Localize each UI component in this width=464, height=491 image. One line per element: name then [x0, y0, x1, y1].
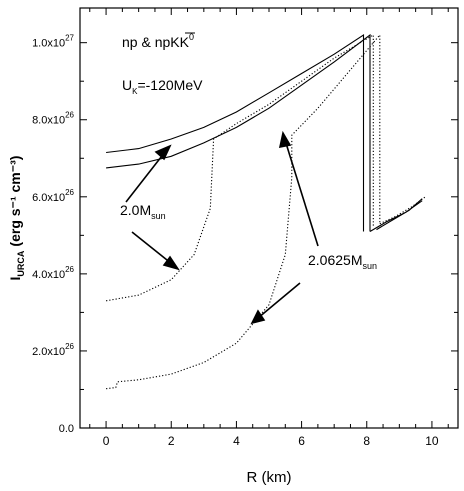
x-tick-label: 8	[363, 434, 370, 448]
y-tick-label: 6.0x1026	[32, 188, 74, 204]
arrow-2.0msun-down-head	[162, 255, 180, 271]
annotation-2.0625msun-sub: sun	[362, 261, 377, 271]
x-axis-label: R (km)	[247, 469, 292, 486]
arrow-2.0625msun-down	[257, 282, 301, 319]
annotation-2.0msun-main: 2.0M	[120, 202, 151, 218]
x-tick-label: 10	[425, 434, 439, 448]
curves	[106, 33, 426, 390]
x-tick-labels: 0 2 4 6 8 10	[103, 434, 439, 448]
svg-text:2.0625Msun: 2.0625Msun	[308, 252, 377, 271]
arrow-2.0625msun-up-head	[278, 130, 292, 149]
svg-text:UK=-120MeV: UK=-120MeV	[122, 77, 203, 96]
y-axis-label-units: (erg s⁻¹ cm⁻³)	[7, 156, 23, 247]
legend: np & npKK0 UK=-120MeV	[122, 32, 203, 96]
svg-text:np & npKK0: np & npKK0	[122, 32, 194, 50]
x-tick-label: 4	[233, 434, 240, 448]
svg-text:IURCA(erg s⁻¹ cm⁻³): IURCA (erg s⁻¹ cm⁻³)	[7, 156, 26, 281]
y-tick-label: 2.0x1026	[32, 342, 74, 358]
legend-line2-sub: K	[132, 87, 138, 96]
legend-line1: np & npK	[122, 34, 180, 50]
curve-solid-0	[106, 33, 365, 232]
axis-ticks	[80, 8, 458, 429]
curve-solid-1	[106, 33, 371, 232]
x-tick-label: 2	[168, 434, 175, 448]
annotation-2.0msun: 2.0Msun	[120, 202, 166, 221]
annotation-2.0625msun-main: 2.0625M	[308, 252, 362, 268]
legend-line2-rest: =-120MeV	[137, 77, 203, 93]
y-tick-label: 0.0	[59, 423, 74, 435]
x-tick-label: 0	[103, 434, 110, 448]
annotation-2.0625msun: 2.0625Msun	[308, 252, 377, 271]
annotation-2.0msun-sub: sun	[151, 211, 166, 221]
arrows	[125, 130, 319, 325]
y-axis-label-main: I	[7, 277, 23, 281]
y-tick-labels: 0.0 2.0x1026 4.0x1026 6.0x1026 8.0x1026 1.0x1…	[32, 34, 74, 435]
svg-text:2.0Msun: 2.0Msun	[120, 202, 166, 221]
y-axis-label: IURCA (erg s⁻¹ cm⁻³)	[7, 156, 26, 281]
arrow-2.0625msun-down-head	[250, 309, 266, 325]
y-tick-label: 4.0x1026	[32, 265, 74, 281]
legend-kbar: K	[180, 34, 190, 50]
y-axis-label-sub: URCA	[16, 250, 26, 276]
plot-frame	[79, 7, 459, 429]
y-tick-label: 1.0x1027	[32, 34, 74, 50]
arrow-2.0msun-down	[131, 231, 173, 265]
y-tick-label: 8.0x1026	[32, 111, 74, 127]
arrow-2.0msun-up-head	[154, 144, 172, 161]
arrow-2.0msun-up	[125, 151, 166, 203]
curve-solid-3	[376, 198, 423, 231]
curve-dotted-5	[106, 33, 381, 390]
x-tick-label: 6	[298, 434, 305, 448]
legend-kbar-sup: 0	[189, 32, 194, 42]
curve-dotted-6	[379, 196, 426, 225]
arrow-2.0625msun-up	[284, 139, 319, 247]
legend-line2: U	[122, 77, 132, 93]
